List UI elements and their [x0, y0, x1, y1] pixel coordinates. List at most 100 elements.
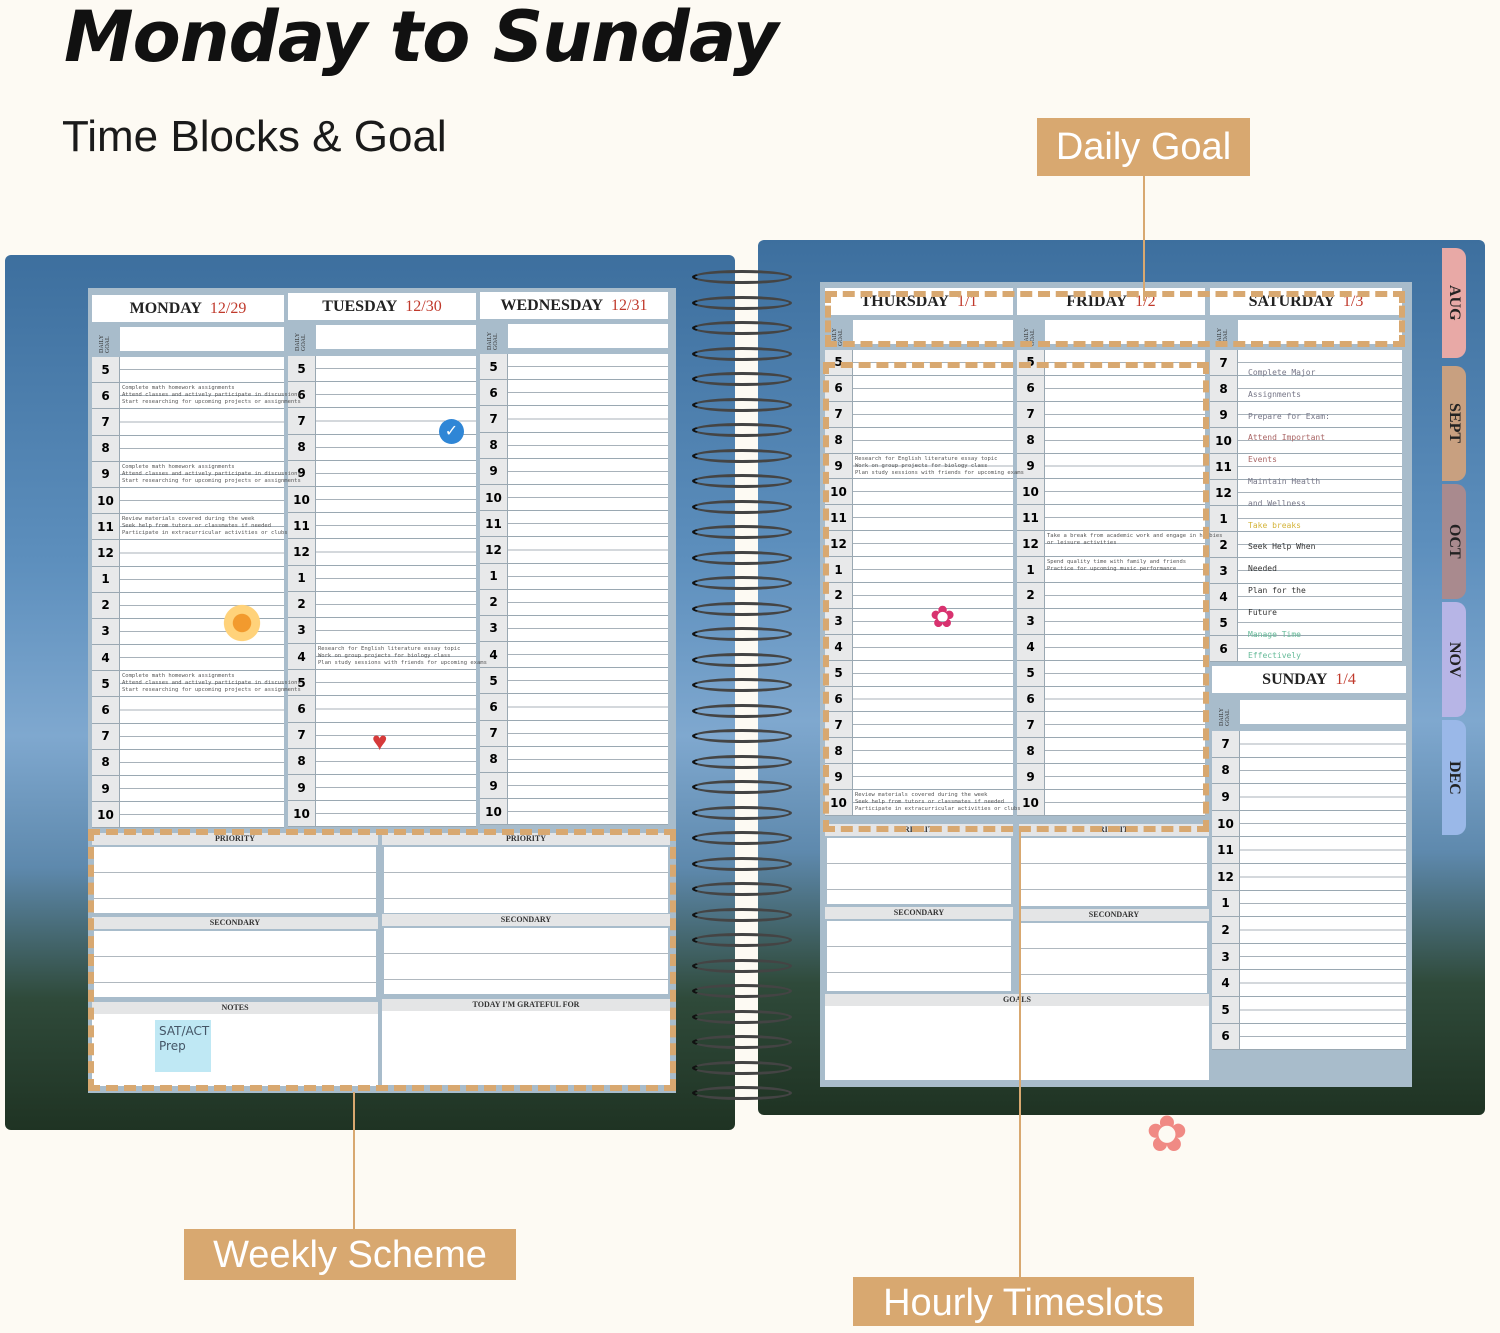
hour-lines[interactable]: Take a break from academic work and enga… [1045, 531, 1223, 557]
hour-lines[interactable] [1240, 1023, 1406, 1050]
hour-lines[interactable] [853, 634, 1013, 660]
hour-lines[interactable] [120, 749, 284, 775]
hour-lines[interactable] [1238, 636, 1402, 661]
hour-lines[interactable]: Spend quality time with family and frien… [1045, 557, 1205, 583]
hour-lines[interactable] [1238, 402, 1402, 427]
hour-lines[interactable] [1240, 970, 1406, 996]
hour-lines[interactable]: Complete math homework assignments Attend… [120, 461, 301, 487]
hour-lines[interactable] [853, 531, 1013, 557]
hour-lines[interactable] [120, 540, 284, 566]
daily-goal-input[interactable] [1240, 700, 1406, 724]
hour-lines[interactable] [316, 670, 476, 696]
hour-lines[interactable] [1240, 757, 1406, 784]
daily-goal-input[interactable] [1238, 320, 1402, 344]
hour-lines[interactable] [853, 686, 1013, 712]
hour-lines[interactable] [508, 589, 668, 615]
daily-goal-input[interactable] [1045, 320, 1205, 344]
hour-lines[interactable] [1240, 837, 1406, 863]
hour-lines[interactable] [853, 764, 1013, 790]
hour-lines[interactable] [1238, 350, 1402, 375]
hour-lines[interactable] [1045, 401, 1205, 427]
hour-lines[interactable] [1238, 584, 1402, 609]
hour-lines[interactable] [1045, 350, 1205, 375]
month-tab-nov[interactable]: NOV [1442, 602, 1466, 717]
hour-lines[interactable]: Research for English literature essay to… [853, 453, 1024, 479]
hour-lines[interactable] [1238, 506, 1402, 531]
hour-lines[interactable] [120, 435, 284, 461]
hour-lines[interactable] [316, 539, 476, 565]
hour-lines[interactable] [508, 458, 668, 484]
month-tab-sept[interactable]: SEPT [1442, 366, 1466, 481]
hour-lines[interactable] [853, 375, 1013, 401]
hour-lines[interactable] [1238, 532, 1402, 557]
hour-lines[interactable] [120, 776, 284, 802]
hour-lines[interactable] [1045, 505, 1205, 531]
hour-lines[interactable] [853, 712, 1013, 738]
hour-lines[interactable] [1240, 917, 1406, 943]
hour-lines[interactable] [1045, 660, 1205, 686]
hour-lines[interactable] [1045, 686, 1205, 712]
hour-lines[interactable] [508, 432, 668, 458]
hour-lines[interactable] [1238, 610, 1402, 635]
hour-lines[interactable] [853, 479, 1013, 505]
hour-lines[interactable] [316, 382, 476, 408]
hour-lines[interactable] [1238, 558, 1402, 583]
hour-lines[interactable] [120, 723, 284, 749]
hour-lines[interactable] [1045, 634, 1205, 660]
hour-lines[interactable] [316, 748, 476, 774]
hour-lines[interactable] [1238, 428, 1402, 453]
hour-lines[interactable] [316, 617, 476, 644]
hour-lines[interactable] [853, 608, 1013, 634]
hour-lines[interactable] [853, 660, 1013, 686]
hour-lines[interactable] [316, 460, 476, 486]
hour-lines[interactable] [853, 350, 1013, 375]
hour-lines[interactable]: Complete math homework assignments Attend… [120, 671, 301, 697]
hour-lines[interactable] [508, 354, 668, 380]
hour-lines[interactable] [1045, 453, 1205, 479]
hour-lines[interactable] [508, 668, 668, 694]
hour-lines[interactable] [1240, 731, 1406, 757]
hour-lines[interactable] [1238, 480, 1402, 505]
hour-lines[interactable] [853, 401, 1013, 427]
month-tab-aug[interactable]: AUG [1442, 248, 1466, 358]
hour-lines[interactable] [120, 697, 284, 723]
hour-lines[interactable] [316, 696, 476, 722]
hour-lines[interactable] [508, 746, 668, 772]
hour-lines[interactable] [508, 720, 668, 746]
hour-lines[interactable] [1240, 890, 1406, 917]
hour-lines[interactable]: Research for English literature essay to… [316, 644, 487, 670]
hour-lines[interactable] [1240, 784, 1406, 810]
hour-lines[interactable] [508, 406, 668, 432]
hour-lines[interactable] [508, 380, 668, 406]
hour-lines[interactable] [1238, 454, 1402, 479]
hour-lines[interactable] [316, 722, 476, 748]
hour-lines[interactable] [853, 583, 1013, 608]
hour-lines[interactable] [853, 738, 1013, 764]
hour-lines[interactable] [120, 645, 284, 671]
hour-lines[interactable] [1045, 608, 1205, 634]
hour-lines[interactable] [508, 563, 668, 589]
hour-lines[interactable] [120, 487, 284, 514]
hour-lines[interactable] [1045, 738, 1205, 764]
hour-lines[interactable] [1240, 996, 1406, 1023]
hour-lines[interactable] [120, 566, 284, 592]
hour-lines[interactable] [1045, 712, 1205, 738]
hour-lines[interactable] [316, 565, 476, 591]
hour-lines[interactable] [508, 537, 668, 563]
hour-lines[interactable] [1240, 943, 1406, 970]
daily-goal-input[interactable] [120, 327, 284, 351]
hour-lines[interactable]: Review materials covered during the week… [853, 790, 1021, 816]
daily-goal-input[interactable] [853, 320, 1013, 344]
hour-lines[interactable] [508, 484, 668, 511]
hour-lines[interactable] [508, 642, 668, 668]
hour-lines[interactable] [1045, 427, 1205, 453]
hour-lines[interactable] [316, 775, 476, 801]
hour-lines[interactable] [508, 694, 668, 720]
hour-lines[interactable] [853, 505, 1013, 531]
hour-lines[interactable] [120, 802, 284, 828]
hour-lines[interactable] [1238, 376, 1402, 401]
hour-lines[interactable] [316, 486, 476, 513]
month-tab-oct[interactable]: OCT [1442, 484, 1466, 599]
hour-lines[interactable] [853, 557, 1013, 583]
month-tab-dec[interactable]: DEC [1442, 720, 1466, 835]
